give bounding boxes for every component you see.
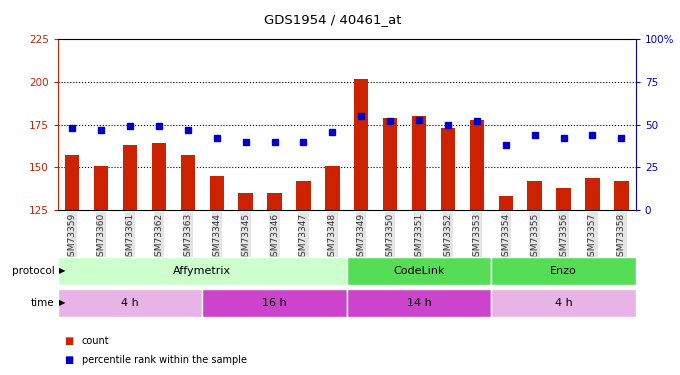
Text: CodeLink: CodeLink [393,266,445,276]
Bar [203,289,347,317]
Text: time: time [31,298,54,308]
Bar [528,181,542,210]
Text: count: count [82,336,109,346]
Text: ▶: ▶ [59,266,66,275]
Text: 14 h: 14 h [407,298,431,308]
Text: 16 h: 16 h [262,298,287,308]
Bar [354,79,369,210]
Bar [614,181,628,210]
Text: percentile rank within the sample: percentile rank within the sample [82,355,247,365]
Bar [267,193,282,210]
Bar [58,289,203,317]
Bar [296,181,311,210]
Text: ■: ■ [65,336,74,346]
Bar [65,155,80,210]
Text: Enzo: Enzo [550,266,577,276]
Bar [556,188,571,210]
Text: 4 h: 4 h [121,298,139,308]
Bar [181,155,195,210]
Text: ▶: ▶ [59,298,66,307]
Bar [325,166,339,210]
Bar [585,178,600,210]
Bar [58,257,347,285]
Bar [383,118,397,210]
Bar [492,289,636,317]
Bar [123,145,137,210]
Bar [209,176,224,210]
Bar [347,257,492,285]
Text: ■: ■ [65,355,74,365]
Bar [498,196,513,210]
Bar [152,144,166,210]
Bar [239,193,253,210]
Bar [94,166,108,210]
Bar [470,120,484,210]
Bar [347,289,492,317]
Text: 4 h: 4 h [555,298,573,308]
Bar [441,128,455,210]
Bar [492,257,636,285]
Text: protocol: protocol [12,266,54,276]
Bar [412,116,426,210]
Text: GDS1954 / 40461_at: GDS1954 / 40461_at [265,13,402,26]
Text: Affymetrix: Affymetrix [173,266,231,276]
